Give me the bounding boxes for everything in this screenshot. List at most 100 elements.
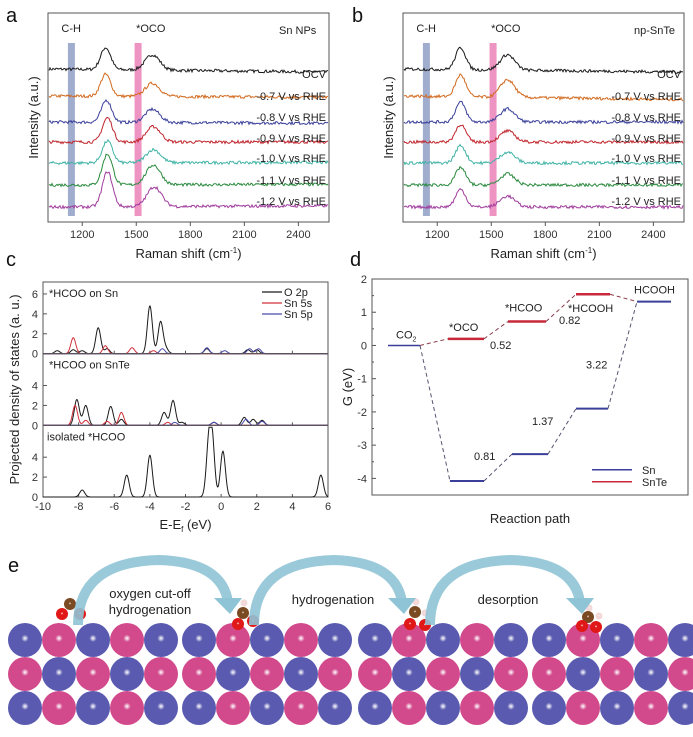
x-tick-label: 1800 [178,229,202,241]
sn-atom [600,623,634,657]
series-label: -0.8 V vs RHE [256,112,326,124]
y-axis-label: Intensity (a.u.) [381,76,396,158]
arrow-head-icon [388,598,416,614]
y-tick-label: 4 [32,309,38,321]
spectrum-trace [48,153,329,188]
series-label: -1.2 V vs RHE [611,196,681,208]
sn-atom [392,657,426,691]
te-atom [392,691,426,725]
x-axis-label: Raman shift (cm-1) [135,246,241,261]
x-tick-label: 2400 [641,229,665,241]
te-atom [532,657,566,691]
pdos-trace [43,398,328,426]
te-atom [494,657,528,691]
te-atom [566,623,600,657]
te-atom [284,691,318,725]
ch-band-label: C-H [416,23,436,35]
x-tick-label: 6 [325,501,331,513]
oco-band [134,43,142,216]
x-axis-label: Raman shift (cm-1) [490,246,596,261]
y-axis-label: G (eV) [340,368,355,406]
ch-band [422,43,430,216]
panel-label-e: e [8,555,19,577]
snte-connector [483,321,509,340]
plot-frame [47,12,330,223]
ch-band [67,43,75,216]
sn-atom [216,657,250,691]
series-label: -0.9 V vs RHE [256,133,326,145]
x-tick-label: -6 [109,501,119,513]
carbon-atom [237,607,249,619]
sn-atom [250,691,284,725]
y-tick-label: 1 [361,307,367,319]
te-atom [634,691,668,725]
x-axis-label: E-Ef (eV) [159,517,211,534]
y-tick-label: 4 [32,452,38,464]
te-atom [668,657,693,691]
curved-arrow-icon [425,554,585,626]
te-atom [600,657,634,691]
y-tick-label: 0 [32,349,38,361]
te-atom [392,623,426,657]
slab [182,623,352,725]
spectrum-trace [403,188,684,210]
oco-band-label: *OCO [136,23,166,35]
oco-band-label: *OCO [491,23,521,35]
spectrum-trace [403,46,684,75]
series-label: -1.0 V vs RHE [611,153,681,165]
x-tick-label: 1200 [425,229,449,241]
carbon-atom [582,611,594,623]
sn-atom [144,623,178,657]
x-tick-label: 1500 [479,229,503,241]
te-atom [144,657,178,691]
y-axis-label: Projected density of states (a. u.) [7,294,22,484]
oxygen-atom [576,620,588,632]
x-tick-label: 0 [218,501,224,513]
hydrogen-atom [595,612,603,620]
te-atom [110,691,144,725]
sn-atom [426,691,460,725]
sn-atom [494,691,528,725]
oco-band [489,43,497,216]
te-atom [76,657,110,691]
oxygen-atom [56,608,68,620]
oxygen-atom [404,618,416,630]
legend-label: Sn 5p [284,309,313,321]
x-tick-label: 1500 [124,229,148,241]
pdos-trace [43,404,328,426]
sn-atom [8,623,42,657]
y-tick-label: -4 [357,473,367,485]
panel-label-a: a [6,5,18,27]
barrier-label-snte: 0.82 [559,315,580,327]
series-label: -1.1 V vs RHE [611,175,681,187]
te-atom [110,623,144,657]
series-label: -1.0 V vs RHE [256,153,326,165]
te-atom [8,657,42,691]
sn-atom [144,691,178,725]
y-axis-label: Intensity (a.u.) [26,76,41,158]
arrow-head-icon [566,598,594,614]
series-label: OCV [302,69,327,81]
spectrum-trace [48,138,329,166]
sample-label: np-SnTe [634,25,675,37]
y-tick-label: 0 [32,420,38,432]
step-label-hydrogenation-1: hydrogenation [109,602,191,617]
raman-panel-np-snte: C-H *OCO np-SnTe OCV -0.7 V vs RHE -0.8 V vs … [381,12,685,261]
subplot-title: isolated *HCOO [47,431,126,443]
sn-atom [42,657,76,691]
panel-label-c: c [6,249,16,271]
sn-atom [318,691,352,725]
te-atom [284,623,318,657]
sn-atom [426,623,460,657]
carbon-atom [64,598,76,610]
sn-atom [532,691,566,725]
y-tick-label: 2 [32,329,38,341]
x-tick-label: 4 [289,501,295,513]
y-tick-label: 2 [32,400,38,412]
state-label-hcooh: HCOOH [634,285,675,297]
x-tick-label: 2 [254,501,260,513]
te-atom [318,657,352,691]
spectrum-trace [48,171,329,210]
te-atom [460,623,494,657]
